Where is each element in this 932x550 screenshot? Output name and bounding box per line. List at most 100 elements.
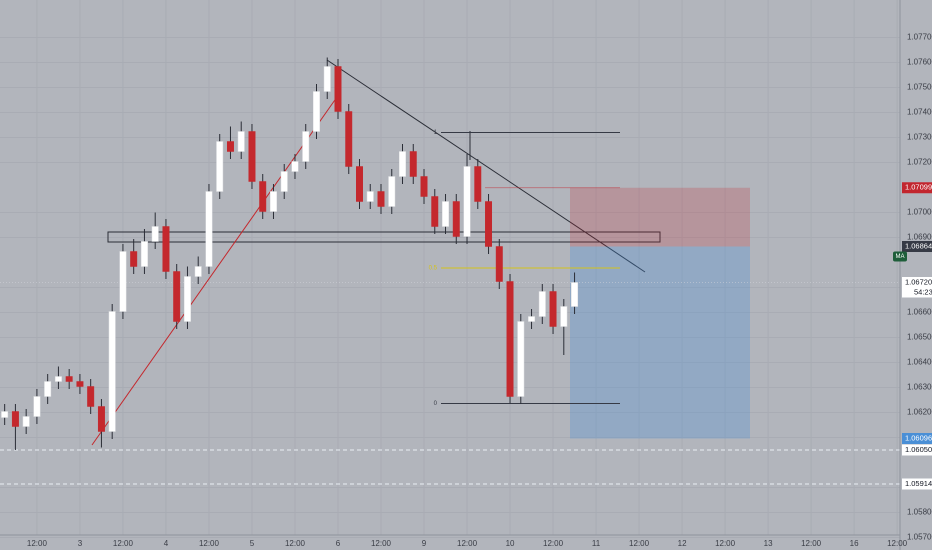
countdown-box — [902, 287, 932, 298]
y-tick-label: 1.07600 — [907, 58, 932, 67]
candle-body — [420, 176, 428, 197]
x-tick-label: 3 — [78, 539, 83, 548]
candle-body — [485, 201, 493, 247]
candle-body — [140, 241, 148, 267]
x-tick-label: 12:00 — [801, 539, 822, 548]
candle-body — [183, 276, 191, 322]
candle-body — [216, 141, 224, 192]
price-tag — [902, 277, 932, 288]
candle-body — [65, 376, 73, 382]
x-tick-label: 12:00 — [113, 539, 134, 548]
x-tick-label: 4 — [164, 539, 169, 548]
fib-label: 1 — [434, 130, 438, 136]
price-tag — [902, 241, 932, 252]
x-tick-label: 6 — [336, 539, 341, 548]
fib-label: 0 — [434, 401, 438, 407]
candle-body — [151, 226, 159, 242]
price-tag-label: 1.06864 — [905, 241, 932, 250]
y-tick-label: 1.06600 — [907, 308, 932, 317]
y-tick-label: 1.07200 — [907, 158, 932, 167]
candle-body — [452, 201, 460, 237]
x-tick-label: 12:00 — [543, 539, 564, 548]
candle-body — [1, 411, 9, 418]
x-tick-label: 12 — [678, 539, 687, 548]
x-tick-label: 12:00 — [715, 539, 736, 548]
candle-body — [495, 246, 503, 282]
candle-body — [291, 161, 299, 172]
candle-body — [205, 191, 213, 267]
candle-body — [323, 66, 331, 92]
y-tick-label: 1.07300 — [907, 133, 932, 142]
candle-body — [560, 306, 568, 327]
candle-body — [226, 141, 234, 152]
price-tag — [902, 444, 932, 456]
price-tag-label: 1.06050 — [905, 445, 932, 454]
y-tick-label: 1.06400 — [907, 358, 932, 367]
black-trend-line — [326, 59, 646, 273]
candle-body — [248, 131, 256, 182]
red-trend-line — [91, 96, 338, 446]
candle-body — [528, 316, 536, 322]
drawings: 10.50 — [0, 59, 900, 485]
candle-body — [119, 251, 127, 312]
candle-body — [388, 176, 396, 207]
candle-body — [474, 166, 482, 202]
candle-body — [463, 166, 471, 237]
zone-rectangle — [107, 231, 661, 243]
y-tick-label: 1.06300 — [907, 383, 932, 392]
y-tick-label: 1.05700 — [907, 533, 932, 542]
y-tick-label: 1.07400 — [907, 108, 932, 117]
candle-body — [194, 266, 202, 277]
y-tick-label: 1.06200 — [907, 408, 932, 417]
candle-body — [162, 226, 170, 272]
x-tick-label: 5 — [250, 539, 255, 548]
x-tick-label: 13 — [764, 539, 773, 548]
candle-body — [97, 406, 105, 432]
x-tick-label: 12:00 — [371, 539, 392, 548]
price-tag — [902, 433, 932, 444]
y-tick-label: 1.07000 — [907, 208, 932, 217]
candle-body — [442, 201, 449, 227]
candle-body — [54, 376, 62, 382]
stop-zone — [570, 187, 750, 247]
grid — [0, 0, 900, 538]
candle-body — [431, 196, 439, 227]
candle-body — [280, 171, 288, 192]
x-tick-label: 12:00 — [457, 539, 478, 548]
fib-label: 0.5 — [429, 266, 438, 272]
candle-body — [259, 181, 267, 212]
candle-body — [345, 111, 353, 167]
candle-body — [334, 66, 342, 112]
x-tick-label: 12:00 — [27, 539, 48, 548]
candle-body — [302, 131, 310, 162]
target-zone — [570, 246, 750, 439]
y-tick-label: 1.07700 — [907, 33, 932, 42]
price-tag-label: 1.07099 — [905, 183, 932, 192]
x-tick-label: 10 — [506, 539, 515, 548]
candle-body — [538, 291, 546, 317]
x-tick-label: 16 — [850, 539, 859, 548]
candle-body — [571, 282, 579, 307]
candle-body — [409, 151, 417, 177]
candle-body — [517, 321, 525, 397]
price-tag-label: 1.06096 — [905, 433, 932, 442]
price-tag-label: 1.05914 — [905, 479, 932, 488]
candle-body — [399, 151, 406, 177]
candle-body — [356, 166, 363, 202]
price-tag — [902, 478, 932, 490]
x-tick-label: 12:00 — [285, 539, 306, 548]
candle-body — [270, 191, 277, 212]
candle-body — [366, 191, 374, 202]
candle-body — [22, 416, 30, 427]
candle-body — [87, 386, 95, 407]
candle-body — [549, 291, 557, 327]
price-tag — [902, 182, 932, 194]
x-tick-label: 12:00 — [199, 539, 220, 548]
axes: 1.057001.058001.059001.061001.062001.063… — [27, 33, 932, 548]
candle-body — [313, 91, 320, 132]
y-tick-label: 1.05800 — [907, 508, 932, 517]
candle-body — [76, 381, 84, 387]
x-tick-label: 9 — [422, 539, 427, 548]
